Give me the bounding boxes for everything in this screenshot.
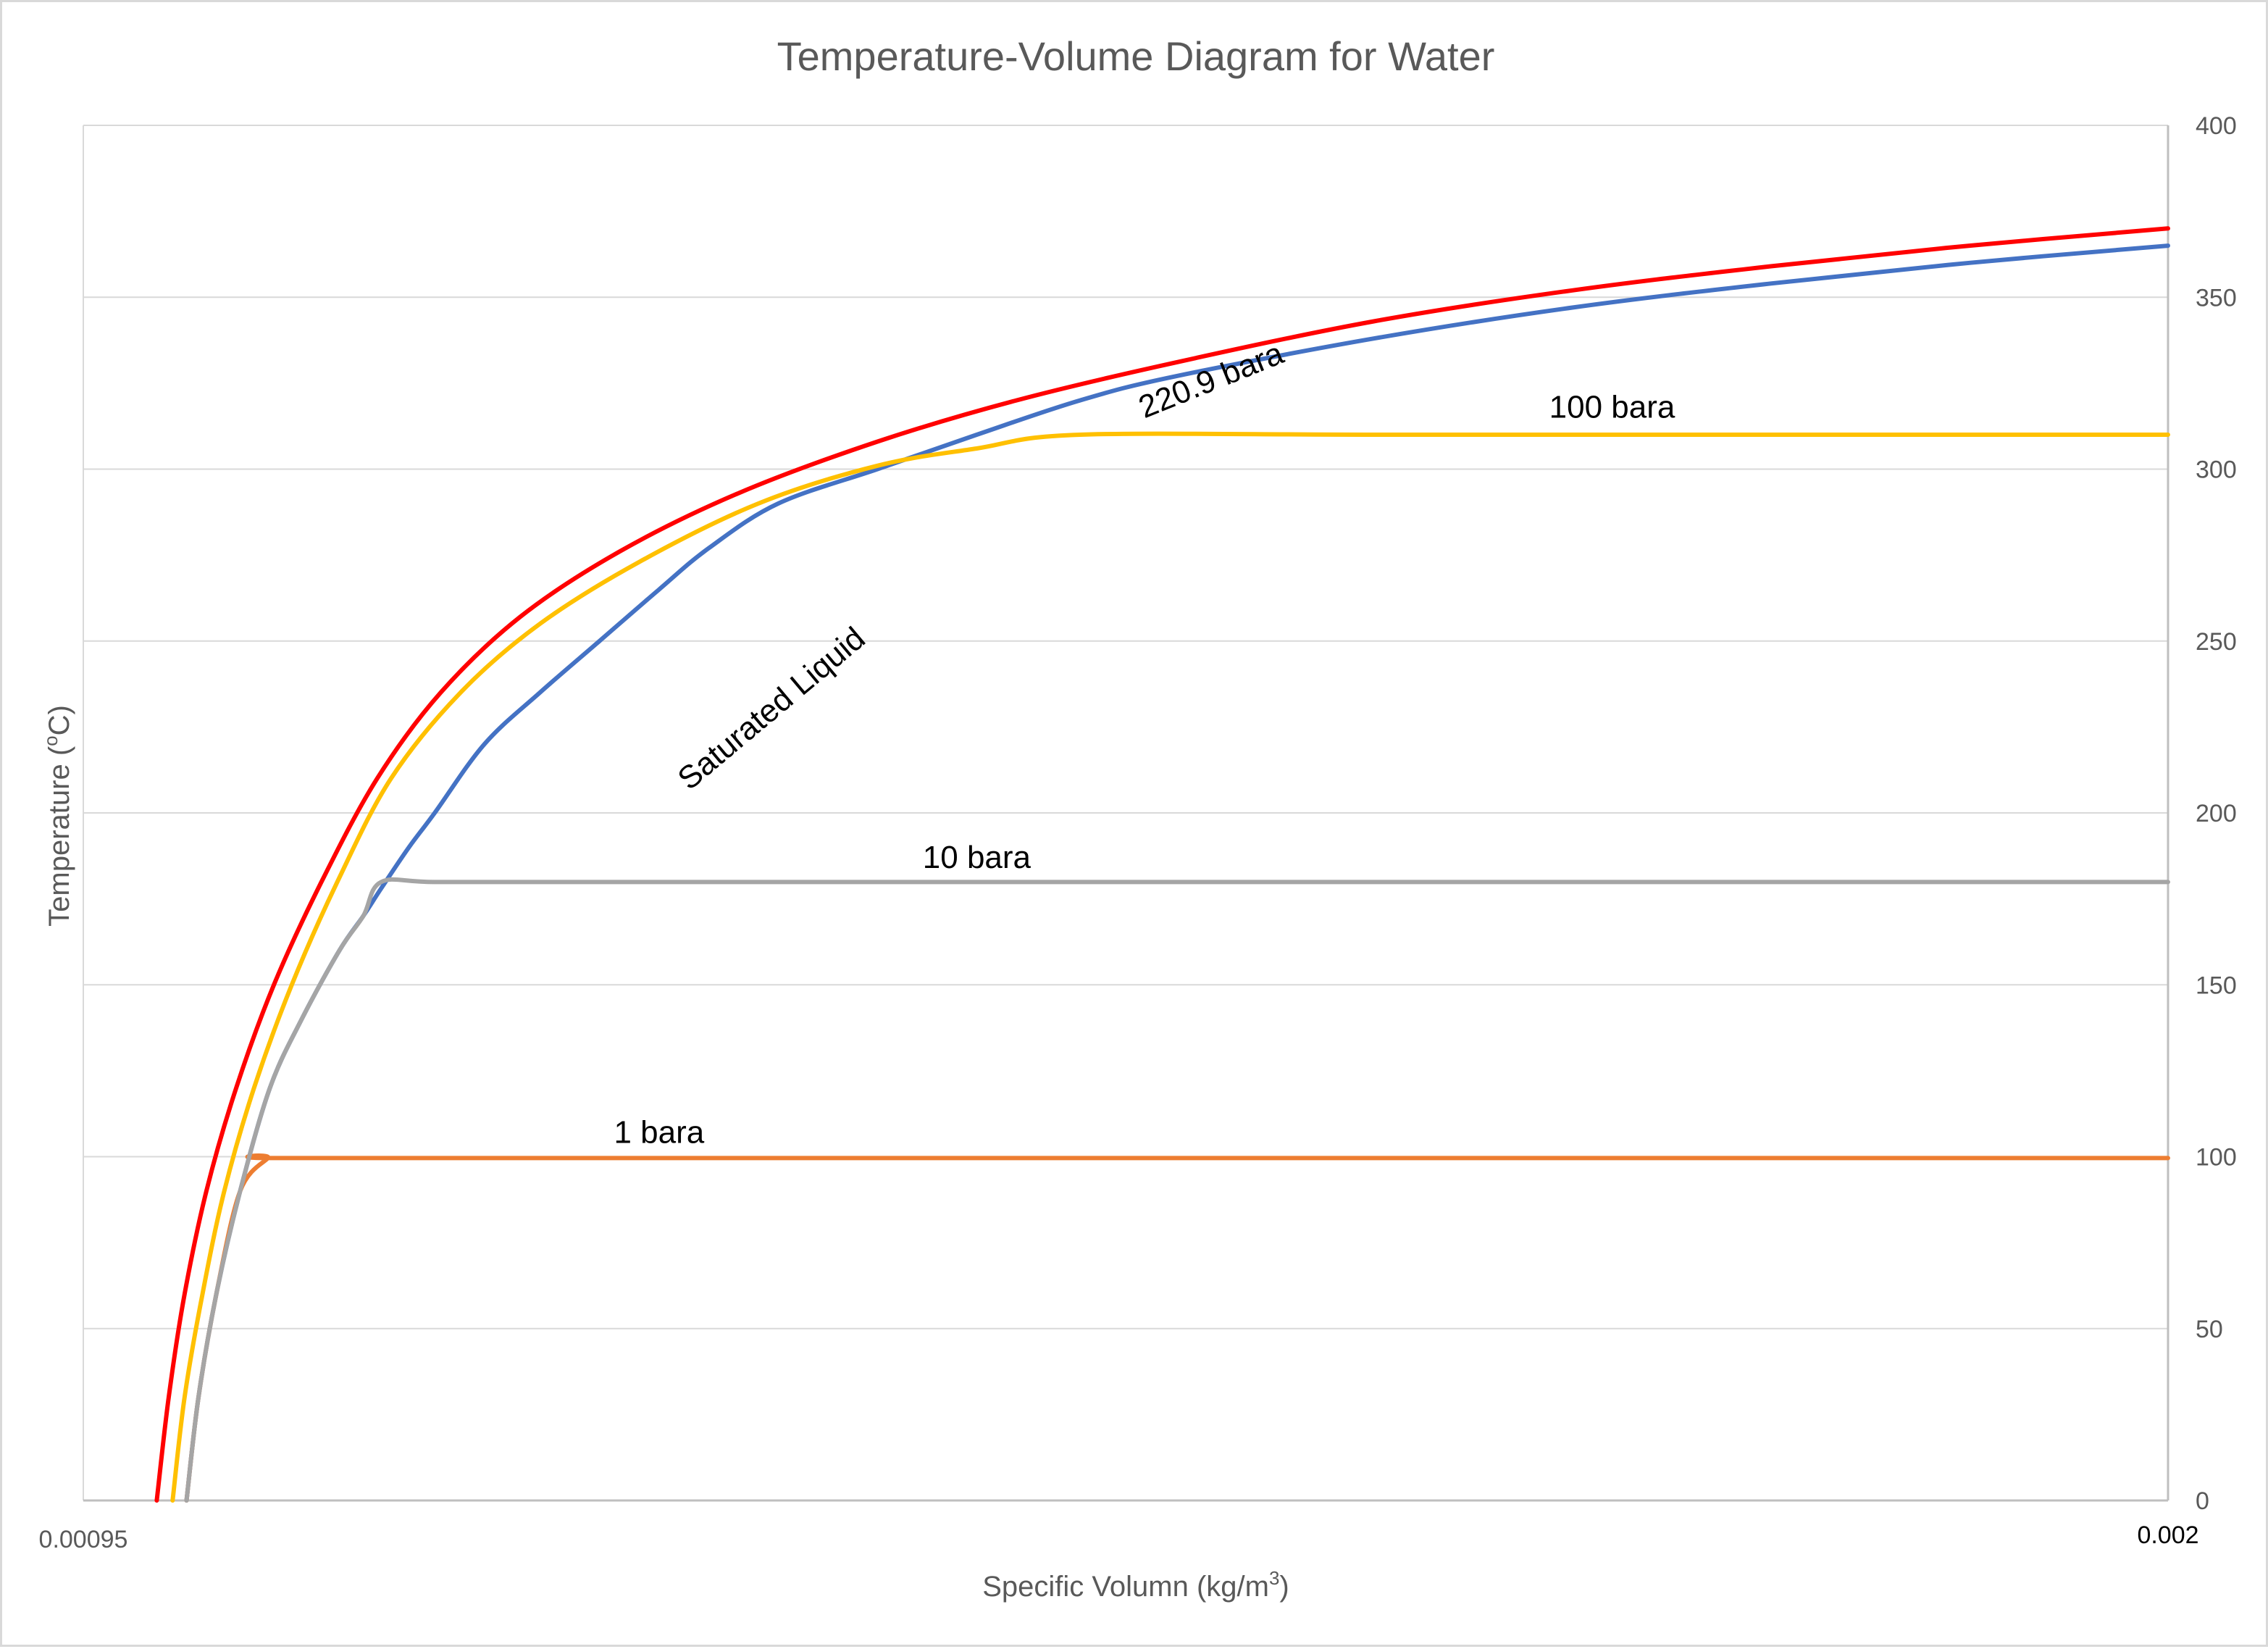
y-tick-label: 250 xyxy=(2196,628,2237,656)
y-tick-label: 150 xyxy=(2196,972,2237,999)
y-tick-label: 400 xyxy=(2196,112,2237,140)
x-tick-label-min: 0.00095 xyxy=(39,1526,128,1553)
y-tick-label: 300 xyxy=(2196,456,2237,484)
annotation-label: 1 bara xyxy=(614,1115,704,1151)
x-axis-label-sup: 3 xyxy=(1269,1567,1279,1589)
y-axis-label-main: Temperature ( xyxy=(43,746,75,927)
annotation-label: 10 bara xyxy=(923,840,1032,875)
annotation-label: Saturated Liquid xyxy=(671,620,872,797)
y-axis-label-end: C) xyxy=(43,705,75,735)
x-axis-label: Specific Volumn (kg/m3) xyxy=(982,1567,1289,1603)
series-line-3 xyxy=(170,431,2170,1503)
x-tick-label-max: 0.002 xyxy=(2137,1521,2198,1549)
series-line-2 xyxy=(184,877,2170,1503)
y-axis-label-sup: o xyxy=(40,735,62,746)
y-axis-label: Temperature (oC) xyxy=(40,705,75,927)
y-tick-label: 350 xyxy=(2196,284,2237,312)
series-group xyxy=(154,226,2170,1503)
series-line-4 xyxy=(154,226,2170,1503)
y-tick-label: 50 xyxy=(2196,1316,2223,1343)
gridlines xyxy=(83,125,2168,1329)
y-tick-label: 0 xyxy=(2196,1487,2209,1515)
y-tick-labels: 0 50 100 150 200 250 300 350 400 xyxy=(2196,112,2237,1515)
y-tick-label: 200 xyxy=(2196,800,2237,827)
x-axis-label-end: ) xyxy=(1279,1571,1289,1603)
chart-title: Temperature-Volume Diagram for Water xyxy=(777,33,1495,79)
x-axis-label-main: Specific Volumn (kg/m xyxy=(982,1571,1269,1603)
annotation-label: 100 bara xyxy=(1549,389,1675,425)
y-tick-label: 100 xyxy=(2196,1144,2237,1172)
